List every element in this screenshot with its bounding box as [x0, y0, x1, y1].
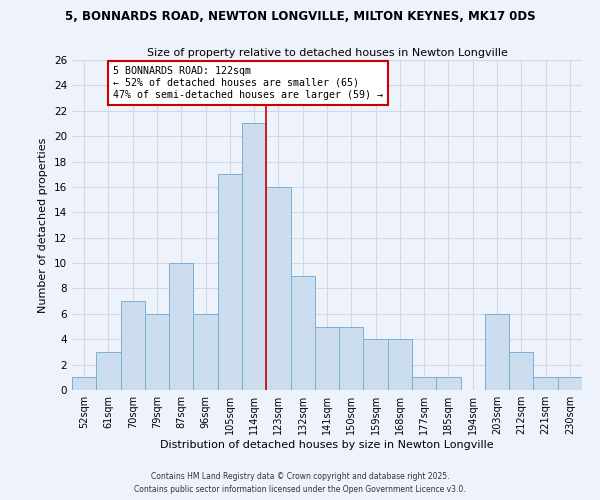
- Text: Contains HM Land Registry data © Crown copyright and database right 2025.
Contai: Contains HM Land Registry data © Crown c…: [134, 472, 466, 494]
- Bar: [388, 339, 412, 390]
- Bar: [145, 314, 169, 390]
- Bar: [290, 276, 315, 390]
- Bar: [193, 314, 218, 390]
- Bar: [169, 263, 193, 390]
- Bar: [412, 378, 436, 390]
- Title: Size of property relative to detached houses in Newton Longville: Size of property relative to detached ho…: [146, 48, 508, 58]
- Y-axis label: Number of detached properties: Number of detached properties: [38, 138, 49, 312]
- Bar: [266, 187, 290, 390]
- Bar: [364, 339, 388, 390]
- Bar: [436, 378, 461, 390]
- Bar: [242, 124, 266, 390]
- Text: 5 BONNARDS ROAD: 122sqm
← 52% of detached houses are smaller (65)
47% of semi-de: 5 BONNARDS ROAD: 122sqm ← 52% of detache…: [113, 66, 383, 100]
- Bar: [315, 326, 339, 390]
- Bar: [218, 174, 242, 390]
- Bar: [533, 378, 558, 390]
- Text: 5, BONNARDS ROAD, NEWTON LONGVILLE, MILTON KEYNES, MK17 0DS: 5, BONNARDS ROAD, NEWTON LONGVILLE, MILT…: [65, 10, 535, 23]
- Bar: [339, 326, 364, 390]
- X-axis label: Distribution of detached houses by size in Newton Longville: Distribution of detached houses by size …: [160, 440, 494, 450]
- Bar: [485, 314, 509, 390]
- Bar: [558, 378, 582, 390]
- Bar: [509, 352, 533, 390]
- Bar: [72, 378, 96, 390]
- Bar: [121, 301, 145, 390]
- Bar: [96, 352, 121, 390]
